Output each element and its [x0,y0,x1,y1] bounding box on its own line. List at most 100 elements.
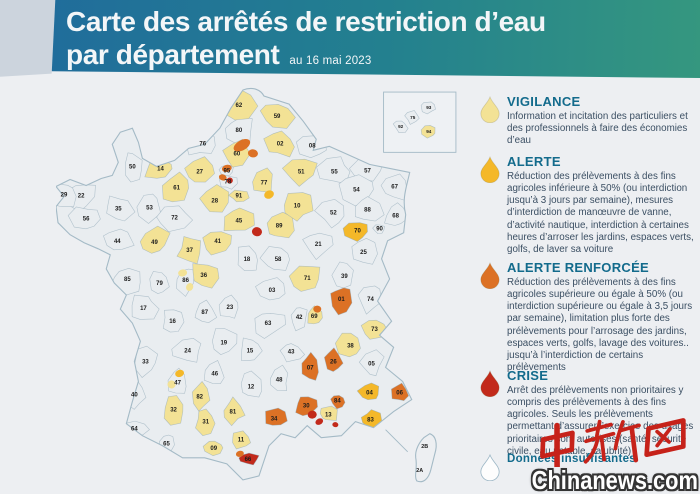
department-number-64: 64 [131,427,138,433]
department-66 [238,452,260,466]
department-27 [184,156,215,183]
photo-background-corner [0,0,58,77]
department-46 [203,360,225,384]
department-number-39: 39 [341,274,348,280]
department-04 [356,382,380,401]
department-63 [254,313,286,339]
alerte-droplet-icon [480,155,500,184]
legend-item-alerte: ALERTE Réduction des prélèvements à des … [478,154,696,256]
department-number-68: 68 [392,214,399,220]
department-01 [330,287,353,316]
department-number-09: 09 [210,446,217,452]
department-number-84: 84 [334,399,341,405]
department-number-22: 22 [78,194,85,200]
restriction-patch [167,380,176,389]
department-25 [351,238,378,265]
department-number-35: 35 [115,207,122,213]
department-number-95: 95 [223,168,230,174]
department-number-91: 91 [236,194,243,200]
department-74 [357,285,383,315]
department-number-30: 30 [303,404,310,410]
department-17 [131,294,160,320]
department-number-44: 44 [114,239,121,245]
department-number-2B: 2B [421,444,428,450]
department-94 [420,125,436,139]
france-outline [55,87,413,481]
department-36 [192,263,220,289]
department-41 [202,231,232,256]
restriction-patch [264,190,274,199]
department-number-54: 54 [353,188,360,194]
department-70 [342,222,368,242]
department-number-18: 18 [244,257,251,263]
department-23 [218,294,239,319]
watermark-site-text: Chinanews.com [531,465,698,494]
department-number-26: 26 [330,359,337,365]
department-number-55: 55 [331,169,338,175]
restriction-patch [221,164,232,173]
department-number-10: 10 [294,204,301,210]
department-number-60: 60 [234,151,241,157]
legend-label: ALERTE RENFORCÉE [507,260,650,275]
department-02 [263,130,295,158]
vigilance-droplet-icon [480,95,500,124]
department-37 [176,236,201,265]
department-number-62: 62 [236,103,243,109]
department-number-56: 56 [83,217,90,223]
department-number-08: 08 [309,143,316,149]
department-number-02: 02 [277,141,284,147]
department-51 [281,158,318,187]
department-number-12: 12 [248,384,255,390]
department-44 [103,228,135,251]
department-number-70: 70 [354,229,361,235]
department-38 [335,332,361,358]
crise-droplet-icon [480,369,500,398]
department-number-85: 85 [124,277,131,283]
department-58 [259,246,290,271]
department-number-79: 79 [156,281,163,287]
department-42 [290,307,308,332]
department-19 [212,328,238,355]
department-number-61: 61 [173,186,180,192]
department-35 [106,195,136,222]
department-number-74: 74 [367,297,374,303]
department-67 [380,173,407,201]
department-number-36: 36 [200,273,207,279]
restriction-patch [233,139,251,152]
department-number-52: 52 [330,211,337,217]
department-32 [163,395,184,426]
department-number-46: 46 [211,371,218,377]
department-92 [392,120,409,133]
department-number-89: 89 [276,224,283,230]
department-21 [302,232,334,261]
department-number-29: 29 [61,193,68,199]
department-91 [228,189,250,203]
department-number-42: 42 [296,315,303,321]
department-number-03: 03 [269,288,276,294]
department-71 [288,265,321,292]
department-61 [162,171,189,203]
department-number-86: 86 [182,278,189,284]
legend-description: Réduction des prélèvements à des fins ag… [507,171,694,255]
department-number-37: 37 [186,248,193,254]
department-13 [319,405,338,421]
department-05 [358,349,385,377]
department-number-69: 69 [311,314,318,320]
department-88 [355,196,385,222]
restriction-patch [315,418,324,425]
restriction-patch [307,410,317,419]
department-number-78: 78 [224,179,231,185]
restriction-patch [186,283,194,291]
department-45 [223,207,255,232]
department-number-38: 38 [347,343,354,349]
department-number-93: 93 [426,105,432,110]
restriction-patch [178,269,188,277]
department-number-45: 45 [236,219,243,225]
department-number-94: 94 [426,129,432,134]
department-06 [391,382,409,401]
department-number-34: 34 [271,417,278,423]
department-number-73: 73 [371,327,378,333]
department-number-25: 25 [360,250,367,256]
department-number-23: 23 [226,305,233,311]
department-93 [420,101,436,115]
